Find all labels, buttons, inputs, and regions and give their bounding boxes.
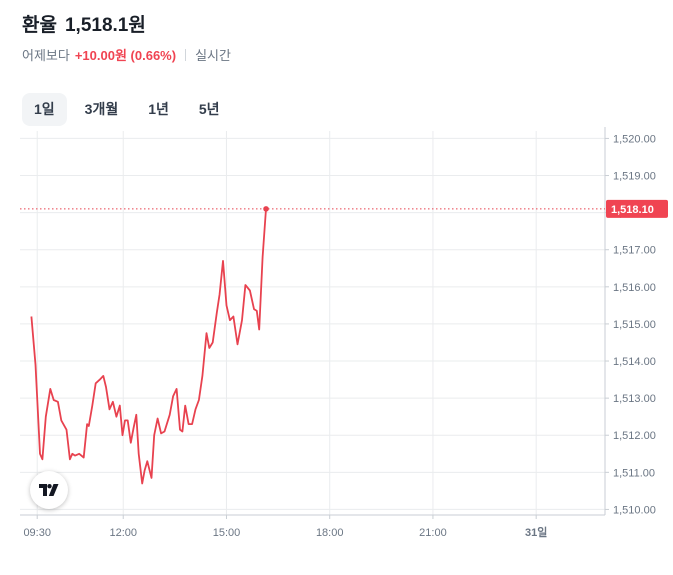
- x-tick-label: 09:30: [23, 527, 51, 539]
- tab-3-months[interactable]: 3개월: [84, 101, 119, 117]
- period-tabs: 1일 3개월 1년 5년: [22, 93, 232, 126]
- tradingview-logo[interactable]: [30, 471, 68, 509]
- last-value-label: 1,518.10: [611, 204, 654, 216]
- page-title: 환율: [22, 15, 57, 36]
- last-point-marker: [263, 206, 269, 212]
- x-tick-label: 15:00: [213, 527, 241, 539]
- x-tick-label: 21:00: [419, 527, 447, 539]
- x-tick-label: 12:00: [109, 527, 137, 539]
- y-tick-label: 1,514.00: [613, 356, 656, 368]
- change-row: 어제보다 +10.00원 (0.66%) 실시간: [22, 45, 231, 64]
- price-series-line: [30, 208, 267, 485]
- y-tick-label: 1,511.00: [613, 467, 655, 479]
- current-price: 1,518.1원: [64, 15, 146, 36]
- y-tick-label: 1,517.00: [613, 245, 656, 257]
- y-tick-label: 1,515.00: [613, 319, 656, 331]
- x-tick-label: 18:00: [316, 527, 344, 539]
- last-value-badge: [606, 199, 668, 218]
- title-row: 환율 1,518.1원: [22, 10, 231, 37]
- header: 환율 1,518.1원 어제보다 +10.00원 (0.66%) 실시간: [22, 10, 231, 64]
- tab-1-year[interactable]: 1년: [148, 101, 169, 117]
- realtime-label: 실시간: [195, 48, 231, 63]
- y-tick-label: 1,512.00: [613, 430, 656, 442]
- tab-5-years[interactable]: 5년: [198, 101, 220, 117]
- change-value: +10.00원 (0.66%): [74, 48, 177, 63]
- tab-1-day[interactable]: 1일: [22, 93, 67, 126]
- y-tick-label: 1,510.00: [613, 504, 656, 516]
- y-tick-label: 1,513.00: [613, 393, 656, 405]
- y-tick-label: 1,519.00: [613, 171, 656, 183]
- y-tick-label: 1,516.00: [613, 282, 656, 294]
- divider: [185, 48, 187, 61]
- y-tick-label: 1,520.00: [613, 133, 656, 145]
- x-tick-label: 31일: [525, 525, 547, 539]
- change-label: 어제보다: [22, 48, 70, 63]
- tradingview-icon: [39, 484, 59, 496]
